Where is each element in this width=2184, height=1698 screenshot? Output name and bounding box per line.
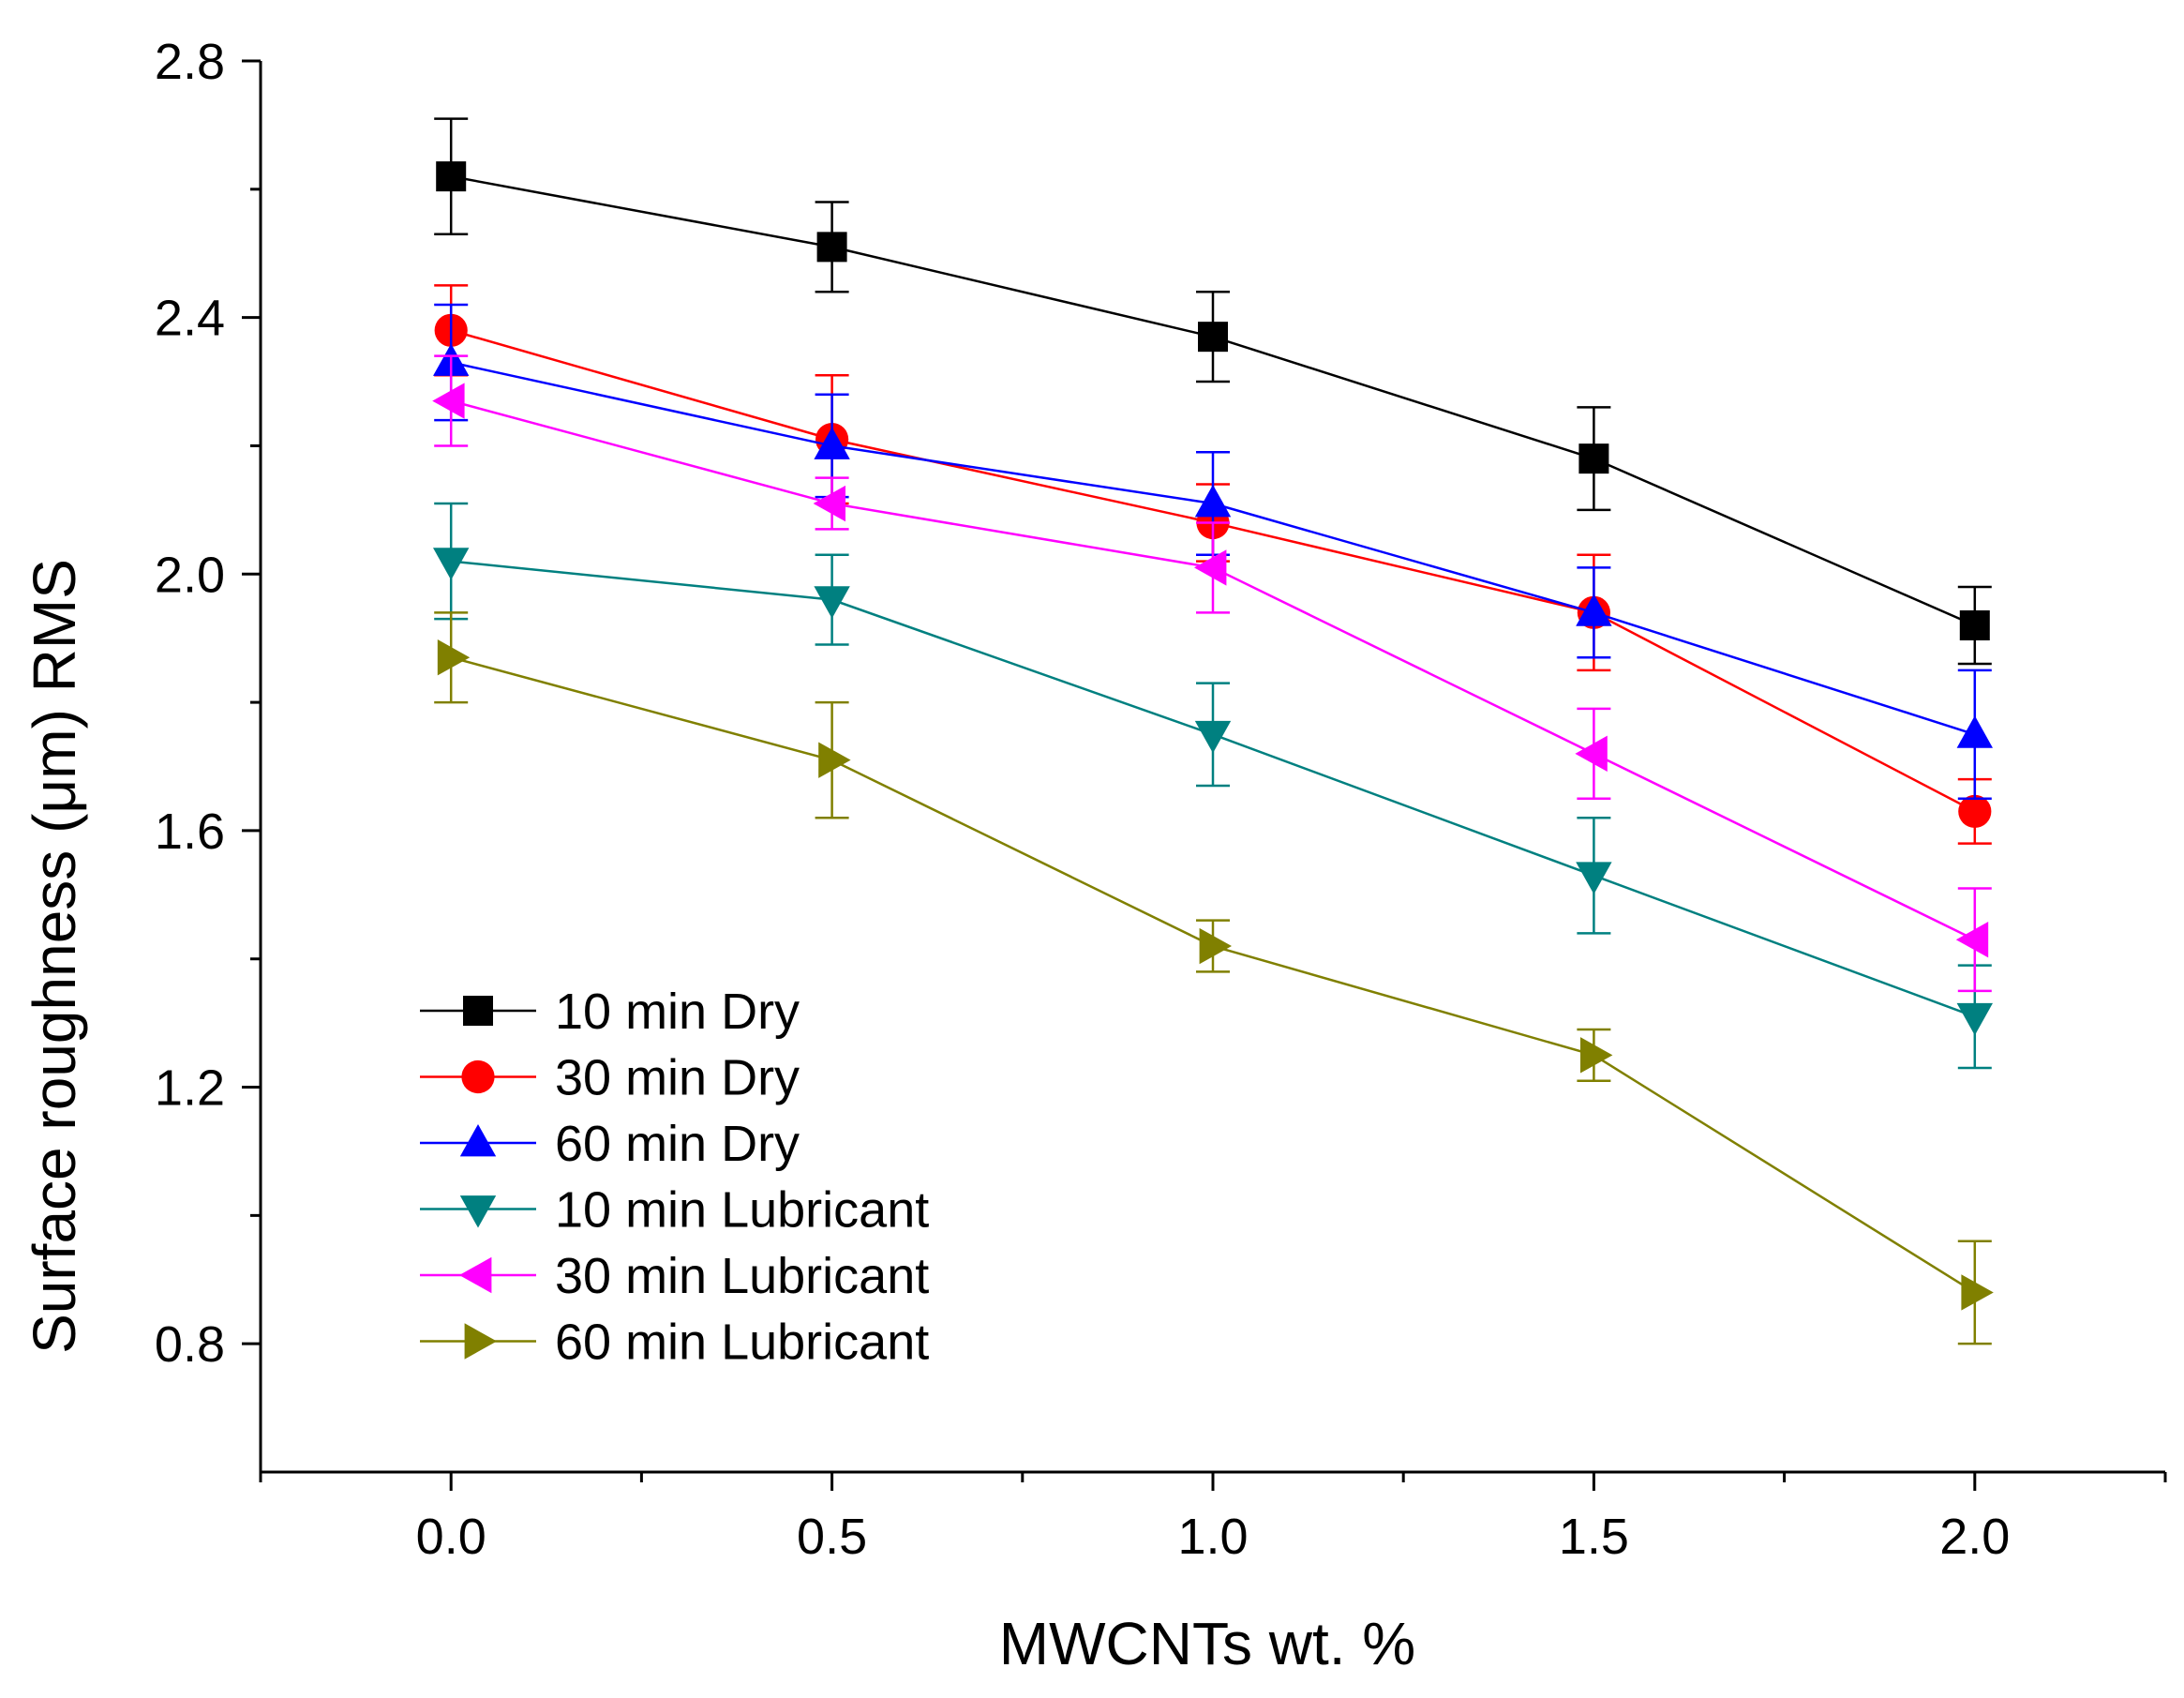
legend-marker	[459, 1195, 497, 1228]
data-point	[433, 548, 470, 580]
data-point	[1956, 1002, 1993, 1036]
series-10-min-lubricant	[433, 502, 1993, 1070]
data-point	[432, 383, 465, 419]
data-point	[813, 485, 845, 522]
series-layer	[432, 117, 1994, 1345]
data-point	[1194, 549, 1227, 586]
data-point	[436, 161, 467, 192]
legend-label: 10 min Lubricant	[555, 1182, 929, 1239]
legend-item: 60 min Lubricant	[420, 1315, 929, 1371]
legend-marker	[459, 1256, 492, 1294]
data-point	[1959, 610, 1990, 640]
y-axis-label: Surface roughness (μm) RMS	[21, 559, 88, 1354]
series-60-min-lubricant	[434, 611, 1994, 1345]
data-point	[1199, 927, 1232, 965]
legend-label: 30 min Dry	[555, 1050, 800, 1106]
legend-item: 10 min Dry	[420, 984, 800, 1040]
legend-label: 10 min Dry	[555, 984, 800, 1040]
y-tick-label: 2.8	[155, 34, 225, 90]
data-point	[1955, 922, 1989, 958]
series-10-min-dry	[434, 117, 1992, 666]
legend-marker	[463, 996, 493, 1026]
y-tick-label: 2.4	[155, 291, 225, 347]
x-tick-label: 0.0	[416, 1509, 486, 1565]
legend-label: 30 min Lubricant	[555, 1248, 929, 1304]
data-point	[816, 232, 847, 263]
legend-item: 60 min Dry	[420, 1116, 800, 1172]
y-tick-label: 1.2	[155, 1060, 225, 1117]
legend-item: 30 min Dry	[420, 1050, 800, 1106]
data-point	[814, 586, 850, 619]
x-tick-label: 1.0	[1177, 1509, 1248, 1565]
legend-marker	[464, 1323, 497, 1360]
x-tick-label: 1.5	[1559, 1509, 1629, 1565]
x-tick-label: 2.0	[1939, 1509, 2010, 1565]
series-30-min-lubricant	[432, 354, 1992, 993]
data-point	[1578, 443, 1609, 474]
y-tick-label: 1.6	[155, 804, 225, 860]
legend-marker	[459, 1124, 497, 1157]
data-point	[1575, 735, 1608, 773]
y-tick-label: 0.8	[155, 1316, 225, 1373]
legend-label: 60 min Lubricant	[555, 1315, 929, 1371]
x-tick-label: 0.5	[797, 1509, 867, 1565]
x-axis-label: MWCNTs wt. %	[999, 1610, 1415, 1677]
data-point	[1576, 594, 1612, 626]
data-point	[1580, 1037, 1613, 1074]
legend-marker	[461, 1059, 495, 1094]
data-point	[1198, 322, 1228, 353]
legend: 10 min Dry 30 min Dry 60 min Dry 10 min Lub…	[420, 984, 929, 1371]
legend-item: 30 min Lubricant	[420, 1248, 929, 1304]
legend-item: 10 min Lubricant	[420, 1182, 929, 1239]
data-point	[1576, 862, 1612, 894]
data-point	[1194, 720, 1232, 754]
data-point	[814, 427, 850, 459]
y-tick-label: 2.0	[155, 547, 225, 603]
data-point	[1194, 485, 1232, 518]
data-point	[1956, 715, 1993, 748]
data-point	[437, 639, 471, 676]
legend-label: 60 min Dry	[555, 1116, 800, 1172]
data-point	[818, 742, 851, 778]
axes: 0.0 0.5 1.0 1.5 2.0 0.8 1.2 1.6 2.0 2.4 2.8	[155, 34, 2167, 1565]
data-point	[1958, 794, 1992, 828]
data-point	[1961, 1274, 1994, 1311]
